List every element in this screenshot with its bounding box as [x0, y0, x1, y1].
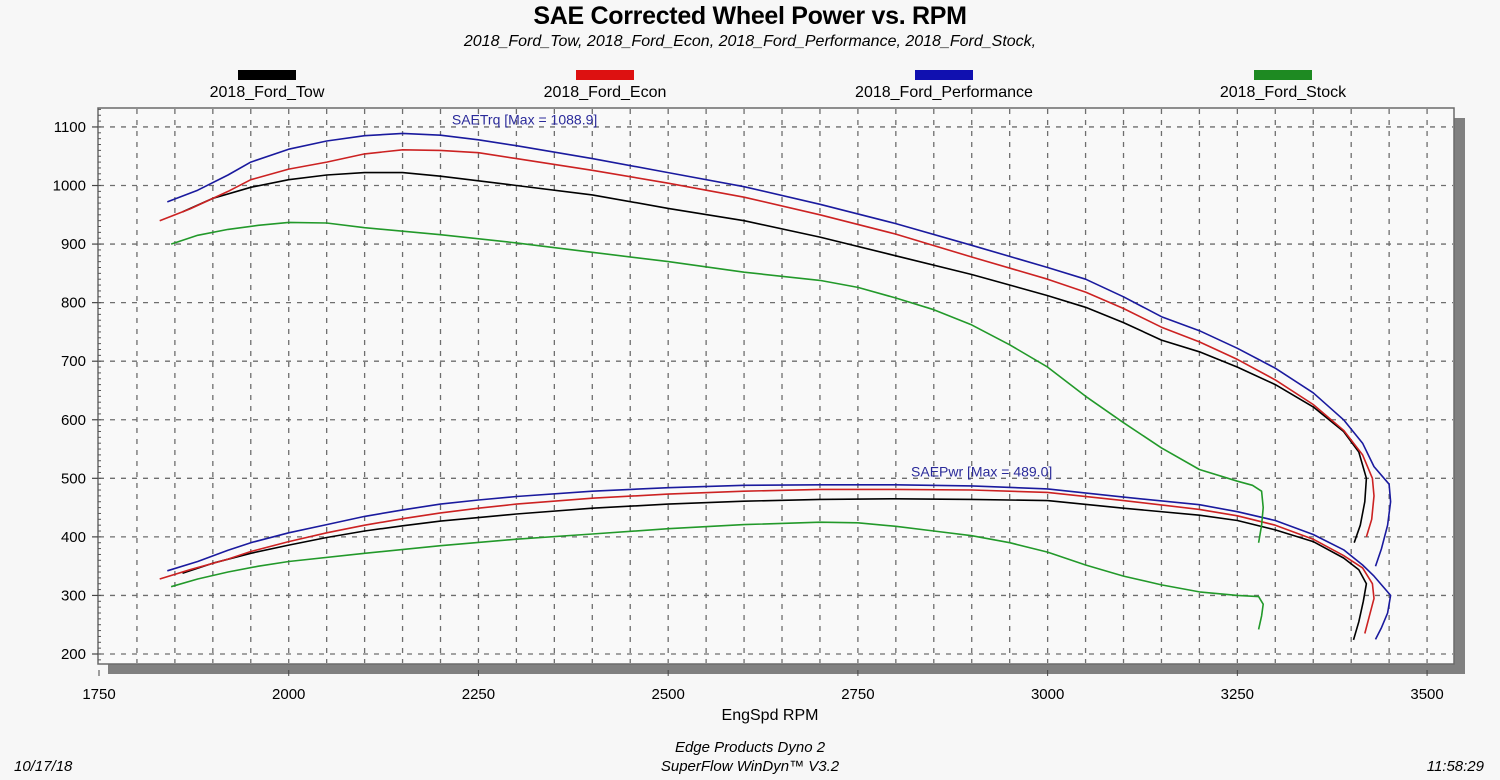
x-tick-label: 2000 [272, 686, 305, 703]
series-line-performance-power [167, 483, 1392, 640]
x-tick-label: 3500 [1410, 686, 1443, 703]
annotation-power-max: SAEPwr [Max = 489.0] [911, 464, 1052, 480]
legend-label-econ: 2018_Ford_Econ [543, 84, 667, 101]
chart-subtitle: 2018_Ford_Tow, 2018_Ford_Econ, 2018_Ford… [463, 33, 1037, 50]
y-tick-label: 900 [61, 236, 86, 253]
footer-dyno-name: Edge Products Dyno 2 [674, 739, 826, 756]
legend-label-stock: 2018_Ford_Stock [1219, 84, 1347, 101]
chart-title: SAE Corrected Wheel Power vs. RPM [533, 2, 967, 30]
legend-swatch-performance [915, 70, 973, 80]
series-line-performance-torque [167, 132, 1392, 567]
annotations: SAETrq [Max = 1088.9] SAEPwr [Max = 489.0… [452, 112, 1052, 480]
series-line-econ-torque [159, 149, 1375, 538]
legend-label-performance: 2018_Ford_Performance [855, 84, 1033, 101]
y-tick-label: 400 [61, 529, 86, 546]
series-line-tow-power [182, 497, 1368, 641]
series-line-stock-power [170, 521, 1264, 630]
y-tick-label: 600 [61, 412, 86, 429]
legend-item-tow: 2018_Ford_Tow [117, 70, 417, 102]
series-line-econ-power [159, 488, 1375, 634]
y-tick-label: 800 [61, 295, 86, 312]
footer-software: SuperFlow WinDyn™ V3.2 [660, 758, 840, 775]
legend-swatch-stock [1254, 70, 1312, 80]
legend-swatch-econ [576, 70, 634, 80]
footer-time: 11:58:29 [1426, 758, 1484, 775]
y-tick-label: 1100 [54, 119, 86, 136]
plot-area [97, 107, 1455, 665]
x-tick-label: 2500 [651, 686, 684, 703]
x-tick-label: 2250 [462, 686, 495, 703]
footer-date: 10/17/18 [14, 758, 73, 775]
series-lines [159, 132, 1392, 641]
y-tick-label: 500 [61, 470, 86, 487]
legend-item-performance: 2018_Ford_Performance [794, 70, 1094, 102]
legend-swatch-tow [238, 70, 296, 80]
axes: 200 300 400 500 600 700 800 900 1000 1100 1750 2000… [53, 108, 1444, 703]
annotation-torque-max: SAETrq [Max = 1088.9] [452, 112, 597, 128]
legend-item-stock: 2018_Ford_Stock [1133, 70, 1433, 102]
y-tick-label: 700 [61, 353, 86, 370]
x-axis-label: EngSpd RPM [721, 707, 819, 724]
legend-label-tow: 2018_Ford_Tow [209, 84, 325, 101]
x-tick-label: 3250 [1221, 686, 1254, 703]
y-tick-label: 1000 [53, 178, 86, 195]
legend-item-econ: 2018_Ford_Econ [455, 70, 755, 102]
x-tick-label: 3000 [1031, 686, 1064, 703]
y-tick-label: 300 [61, 587, 86, 604]
x-tick-label: 2750 [841, 686, 874, 703]
series-line-tow-torque [182, 171, 1368, 543]
x-tick-label: 1750 [82, 686, 115, 703]
y-tick-label: 200 [61, 646, 86, 663]
series-line-stock-torque [170, 221, 1264, 543]
